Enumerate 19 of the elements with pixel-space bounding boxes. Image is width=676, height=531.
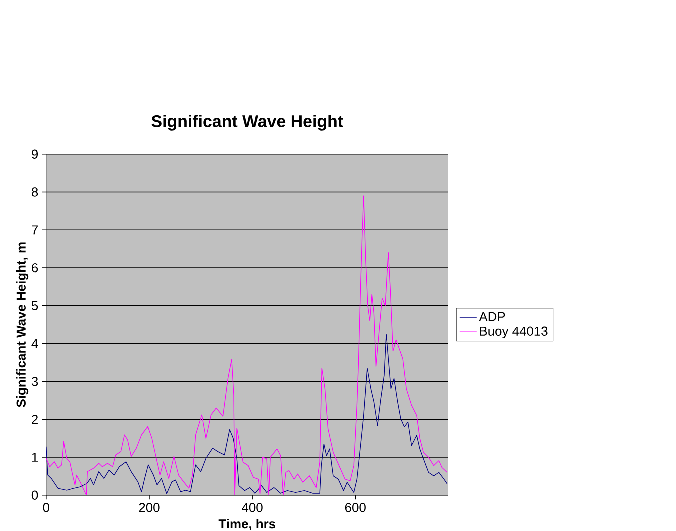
y-tick-label: 7 bbox=[32, 226, 38, 235]
x-axis-title: Time, hrs bbox=[218, 519, 276, 531]
x-tick-label: 600 bbox=[345, 503, 366, 512]
y-tick-label: 4 bbox=[32, 339, 38, 348]
y-tick-label: 8 bbox=[32, 188, 38, 197]
y-axis-title: Significant Wave Height, m bbox=[16, 242, 29, 408]
chart-title: Significant Wave Height bbox=[152, 115, 344, 131]
y-tick-label: 5 bbox=[32, 301, 38, 310]
x-tick-label: 0 bbox=[43, 503, 50, 512]
y-tick-label: 6 bbox=[32, 263, 38, 273]
x-tick-label: 400 bbox=[242, 503, 263, 512]
y-tick-label: 3 bbox=[32, 377, 38, 386]
legend-label: ADP bbox=[479, 312, 506, 322]
y-tick-label: 2 bbox=[32, 415, 38, 424]
y-tick-label: 0 bbox=[32, 490, 38, 500]
y-tick-label: 1 bbox=[32, 453, 38, 462]
x-tick-label: 200 bbox=[139, 503, 160, 512]
y-tick-label: 9 bbox=[32, 150, 38, 159]
legend-label: Buoy 44013 bbox=[480, 326, 548, 339]
